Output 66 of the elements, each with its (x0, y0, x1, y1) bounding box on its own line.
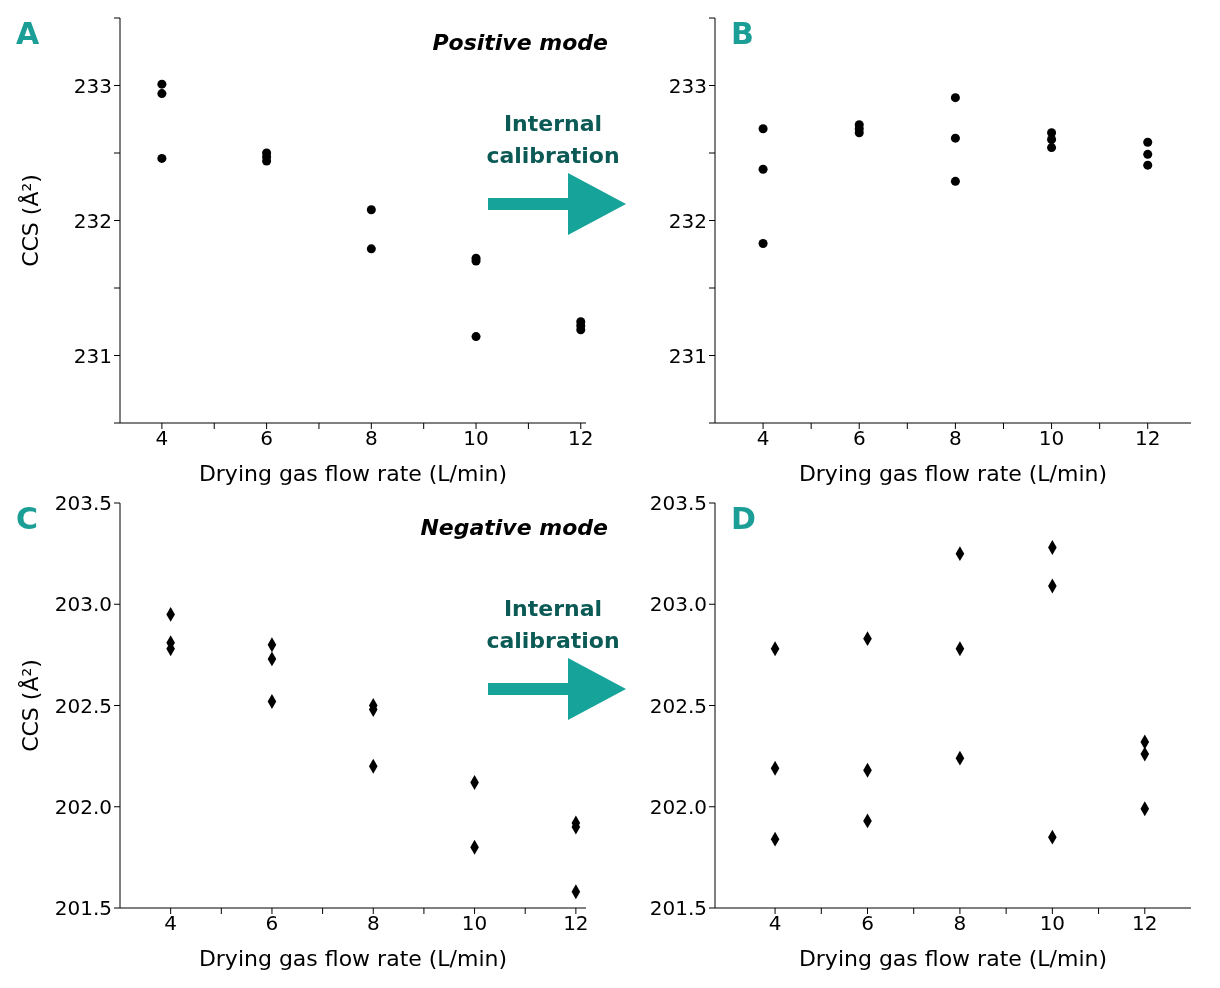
point (366, 205, 376, 215)
point (366, 244, 376, 254)
y-axis-title: CCS (Å²) (16, 174, 43, 267)
x-axis-title: Drying gas flow rate (L/min) (798, 461, 1108, 486)
point (1143, 160, 1153, 170)
x-tick-label: 12 (1135, 426, 1161, 451)
x-tick-label: 4 (768, 911, 782, 936)
x-tick-label: 12 (568, 426, 594, 451)
y-tick-label: 231 (668, 343, 707, 368)
x-tick-label: 8 (366, 911, 380, 936)
y-tick-label: 202.5 (54, 693, 112, 718)
point (1143, 137, 1153, 147)
y-tick-label: 231 (73, 343, 112, 368)
y-tick-label: 232 (73, 208, 112, 233)
point (157, 89, 167, 99)
x-tick-label: 10 (1039, 911, 1066, 936)
y-tick-label: 201.5 (54, 896, 112, 921)
x-tick-label: 4 (155, 426, 169, 451)
y-axis-title: CCS (Å²) (16, 659, 43, 752)
y-tick-label: 201.5 (649, 896, 707, 921)
text: C (16, 501, 39, 536)
annotation: D (731, 501, 756, 536)
x-tick-label: 10 (463, 426, 489, 451)
point (758, 124, 768, 134)
y-tick-label: 203.0 (649, 592, 707, 617)
y-tick-label: 232 (668, 208, 707, 233)
x-axis-title: Drying gas flow rate (L/min) (798, 946, 1108, 971)
annotation: Internal calibration (485, 110, 621, 170)
x-tick-label: 8 (949, 426, 962, 451)
point (157, 79, 167, 89)
x-tick-label: 12 (1132, 911, 1158, 936)
point (471, 332, 481, 342)
y-tick-label: 202.5 (649, 693, 707, 718)
x-tick-label: 6 (852, 426, 866, 451)
y-tick-label: 202.0 (54, 794, 112, 819)
annotation: Internal calibration (485, 595, 621, 655)
x-tick-label: 6 (861, 911, 874, 936)
text: A (16, 16, 40, 51)
x-tick-label: 10 (461, 911, 488, 936)
y-tick-label: 233 (668, 73, 707, 98)
point (950, 93, 960, 103)
y-tick-label: 203.5 (54, 491, 112, 516)
x-tick-label: 8 (953, 911, 967, 936)
x-tick-label: 6 (265, 911, 279, 936)
x-axis-title: Drying gas flow rate (L/min) (198, 946, 508, 971)
annotation: Positive mode (431, 30, 608, 55)
point (1047, 143, 1057, 153)
point (1143, 149, 1153, 159)
x-tick-label: 4 (756, 426, 770, 451)
x-tick-label: 12 (563, 911, 589, 936)
y-tick-label: 202.0 (649, 794, 707, 819)
point (157, 153, 167, 163)
point (950, 176, 960, 186)
x-axis-title: Drying gas flow rate (L/min) (198, 461, 508, 486)
x-tick-label: 8 (364, 426, 378, 451)
y-tick-label: 203.5 (649, 491, 707, 516)
annotation: Negative mode (419, 515, 608, 540)
x-tick-label: 4 (164, 911, 178, 936)
point (758, 164, 768, 174)
annotation: B (731, 16, 754, 51)
point (758, 238, 768, 248)
x-tick-label: 6 (260, 426, 273, 451)
point (950, 133, 960, 143)
y-tick-label: 203.0 (54, 592, 112, 617)
y-tick-label: 233 (73, 73, 112, 98)
x-tick-label: 10 (1038, 426, 1065, 451)
